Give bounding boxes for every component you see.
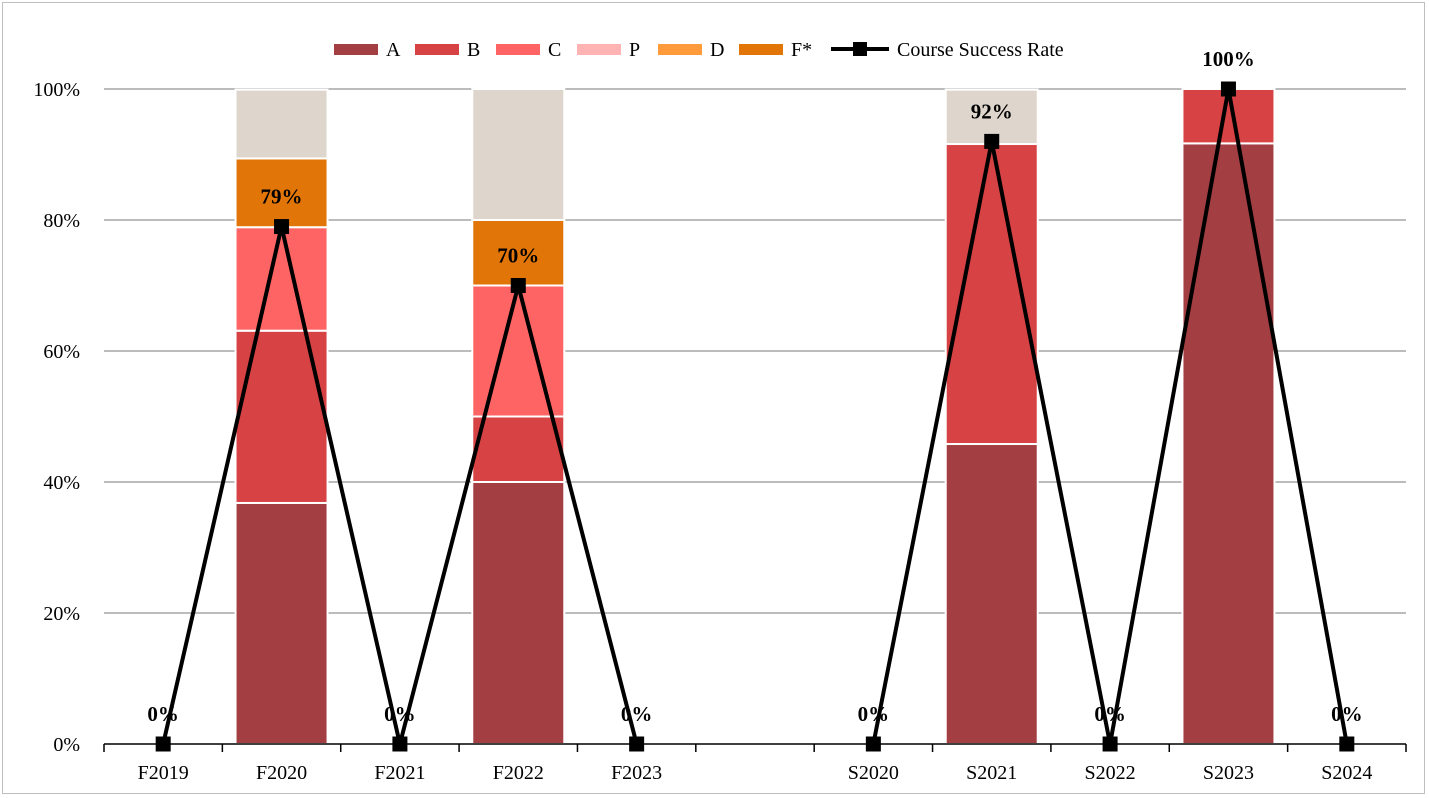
line-marker	[1102, 736, 1118, 752]
bar-segment-c	[234, 226, 329, 332]
data-label: 0%	[1331, 702, 1363, 726]
bar-segment-a	[234, 501, 329, 745]
data-label: 79%	[261, 185, 303, 209]
data-label: 0%	[858, 702, 890, 726]
line-marker	[510, 278, 526, 293]
y-tick-label: 40%	[43, 472, 80, 494]
bar-segment-other	[234, 88, 329, 160]
line-segment	[871, 88, 1349, 745]
data-label: 0%	[384, 702, 416, 726]
y-tick-label: 0%	[53, 734, 80, 756]
success-rate-line	[155, 81, 1355, 752]
data-label: 0%	[147, 702, 179, 726]
legend-line-marker	[853, 42, 867, 56]
legend-swatch	[658, 44, 702, 55]
legend-swatch	[496, 44, 540, 55]
x-tick-label: F2023	[611, 762, 662, 784]
bars	[234, 88, 1276, 746]
line-marker	[1339, 736, 1355, 752]
line-marker	[1220, 81, 1236, 97]
bar-segment-other	[471, 88, 566, 221]
y-tick-label: 80%	[43, 210, 80, 232]
data-label: 92%	[971, 99, 1013, 123]
legend-label: Course Success Rate	[897, 39, 1064, 61]
legend-label: A	[386, 39, 401, 61]
legend-label: D	[710, 39, 724, 61]
bar-segment-a	[471, 481, 566, 745]
line-marker	[984, 133, 1000, 149]
legend-label: F*	[791, 39, 812, 61]
legend-swatch	[577, 44, 621, 55]
x-tick-label: S2024	[1321, 762, 1372, 784]
data-label: 70%	[497, 244, 539, 268]
bar-segment-b	[944, 143, 1039, 446]
bar-segment-a	[1181, 142, 1276, 746]
legend: A B C P D F* Course Success Rate	[334, 39, 1064, 61]
x-tick-label: F2020	[256, 762, 307, 784]
legend-label: C	[548, 39, 561, 61]
x-tick-label: S2022	[1085, 762, 1136, 784]
data-label: 100%	[1202, 47, 1255, 71]
y-tick-label: 20%	[43, 603, 80, 625]
y-tick-label: 60%	[43, 341, 80, 363]
legend-swatch	[415, 44, 459, 55]
x-tick-label: S2021	[966, 762, 1017, 784]
axes: 0% 20% 40% 60% 80% 100% F2019 F2020 F2021 F2022 F2…	[33, 79, 1407, 784]
line-marker	[865, 736, 881, 752]
legend-swatch	[334, 44, 378, 55]
x-tick-label: F2022	[493, 762, 544, 784]
bar-segment-a	[944, 443, 1039, 745]
legend-label: B	[467, 39, 480, 61]
legend-label: P	[629, 39, 640, 61]
line-marker	[155, 736, 171, 752]
bar-segment-b	[471, 415, 566, 483]
line-segment	[161, 226, 639, 745]
line-marker	[274, 219, 290, 235]
data-label: 0%	[621, 702, 653, 726]
legend-swatch	[739, 44, 783, 55]
bar-segment-b	[234, 329, 329, 504]
point-labels: 0% 79% 0% 70% 0% 0% 92% 0% 100% 0%	[147, 47, 1362, 726]
x-tick-label: S2020	[848, 762, 899, 784]
line-marker	[392, 736, 408, 752]
x-tick-label: F2019	[138, 762, 189, 784]
data-label: 0%	[1094, 702, 1126, 726]
x-tick-label: F2021	[374, 762, 425, 784]
line-marker	[629, 736, 645, 752]
x-tick-label: S2023	[1203, 762, 1254, 784]
y-tick-label: 100%	[33, 79, 80, 101]
bar-segment-c	[471, 284, 566, 418]
